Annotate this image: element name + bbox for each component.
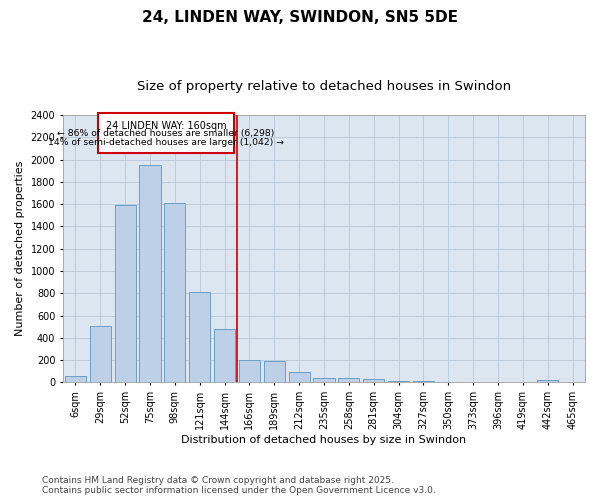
Text: ← 86% of detached houses are smaller (6,298): ← 86% of detached houses are smaller (6,…: [58, 130, 275, 138]
X-axis label: Distribution of detached houses by size in Swindon: Distribution of detached houses by size …: [181, 435, 467, 445]
FancyBboxPatch shape: [98, 113, 235, 153]
Text: 14% of semi-detached houses are larger (1,042) →: 14% of semi-detached houses are larger (…: [48, 138, 284, 147]
Bar: [338, 378, 359, 382]
Bar: [65, 376, 86, 382]
Title: Size of property relative to detached houses in Swindon: Size of property relative to detached ho…: [137, 80, 511, 93]
Bar: [239, 360, 260, 382]
Bar: [214, 329, 235, 382]
Text: 24, LINDEN WAY, SWINDON, SN5 5DE: 24, LINDEN WAY, SWINDON, SN5 5DE: [142, 10, 458, 25]
Bar: [139, 165, 161, 382]
Bar: [89, 326, 111, 382]
Text: 24 LINDEN WAY: 160sqm: 24 LINDEN WAY: 160sqm: [106, 120, 226, 130]
Bar: [189, 292, 210, 382]
Bar: [115, 206, 136, 382]
Bar: [313, 378, 335, 382]
Text: Contains HM Land Registry data © Crown copyright and database right 2025.
Contai: Contains HM Land Registry data © Crown c…: [42, 476, 436, 495]
Bar: [363, 379, 384, 382]
Y-axis label: Number of detached properties: Number of detached properties: [15, 161, 25, 336]
Bar: [289, 372, 310, 382]
Bar: [537, 380, 558, 382]
Bar: [164, 203, 185, 382]
Bar: [388, 381, 409, 382]
Bar: [263, 360, 285, 382]
